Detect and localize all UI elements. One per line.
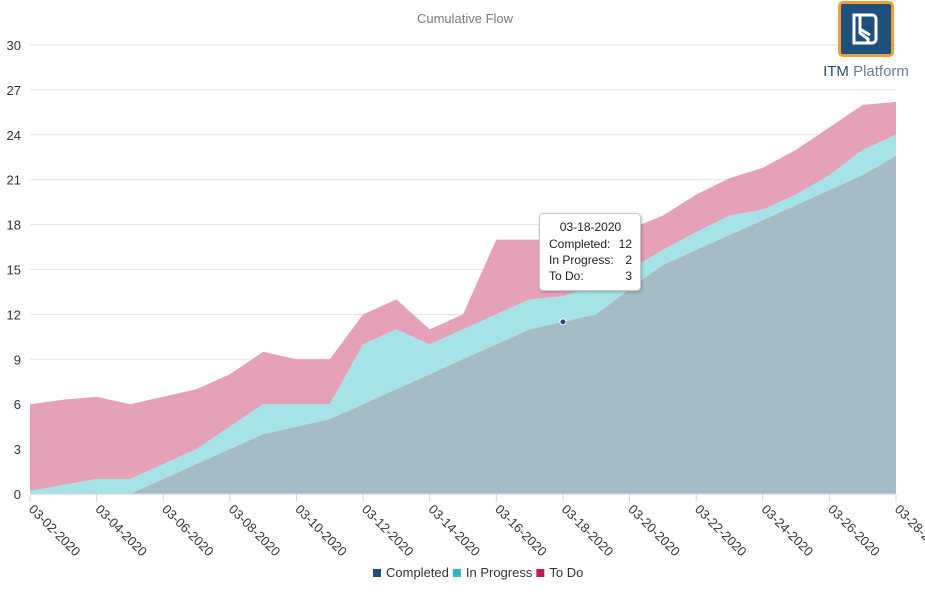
x-tick-label: 03-02-2020 — [26, 502, 84, 560]
hover-point-marker — [559, 318, 567, 326]
x-tick-label: 03-06-2020 — [159, 502, 217, 560]
legend-swatch — [452, 569, 461, 577]
y-tick-label: 15 — [7, 263, 21, 278]
legend-label: Completed — [386, 565, 449, 580]
x-tick-label: 03-22-2020 — [692, 502, 750, 560]
x-tick-label: 03-08-2020 — [226, 502, 284, 560]
x-tick-label: 03-28-2020 — [892, 502, 925, 560]
x-tick-label: 03-12-2020 — [359, 502, 417, 560]
tooltip-row-in-progress: In Progress: 2 — [549, 253, 632, 267]
y-tick-label: 30 — [7, 38, 21, 53]
y-tick-label: 6 — [14, 397, 21, 412]
logo-brand: ITM — [823, 63, 849, 80]
y-tick-label: 3 — [14, 442, 21, 457]
area-to-do — [30, 101, 896, 492]
y-tick-label: 0 — [14, 487, 21, 502]
logo-icon — [838, 1, 894, 57]
tooltip: 03-18-2020 Completed: 12 In Progress: 2 … — [539, 213, 641, 291]
tooltip-row-completed: Completed: 12 — [549, 237, 632, 251]
tooltip-date: 03-18-2020 — [559, 220, 622, 234]
itm-platform-logo: ITM Platform — [822, 0, 910, 80]
x-tick-label: 03-04-2020 — [92, 502, 150, 560]
x-tick-label: 03-14-2020 — [426, 502, 484, 560]
y-tick-label: 21 — [7, 173, 21, 188]
y-tick-label: 27 — [7, 83, 21, 98]
y-tick-label: 24 — [7, 128, 21, 143]
logo-product: Platform — [853, 63, 909, 80]
x-tick-label: 03-26-2020 — [825, 502, 883, 560]
x-tick-label: 03-10-2020 — [292, 502, 350, 560]
x-tick-label: 03-24-2020 — [759, 502, 817, 560]
x-tick-label: 03-16-2020 — [492, 502, 550, 560]
legend: Completed In Progress To Do — [373, 565, 583, 580]
logo-text: ITM Platform — [822, 63, 910, 80]
y-tick-label: 18 — [7, 218, 21, 233]
x-tick-label: 03-20-2020 — [625, 502, 683, 560]
y-tick-label: 9 — [14, 352, 21, 367]
legend-label: To Do — [549, 565, 583, 580]
area-completed — [30, 155, 896, 494]
legend-swatch — [373, 569, 381, 577]
x-tick-label: 03-18-2020 — [559, 502, 617, 560]
tooltip-row-to-do: To Do: 3 — [549, 269, 632, 283]
legend-label: In Progress — [466, 565, 533, 580]
y-tick-label: 12 — [7, 307, 21, 322]
chart-title: Cumulative Flow — [417, 11, 514, 26]
series-areas — [30, 101, 896, 495]
legend-swatch — [536, 569, 545, 577]
